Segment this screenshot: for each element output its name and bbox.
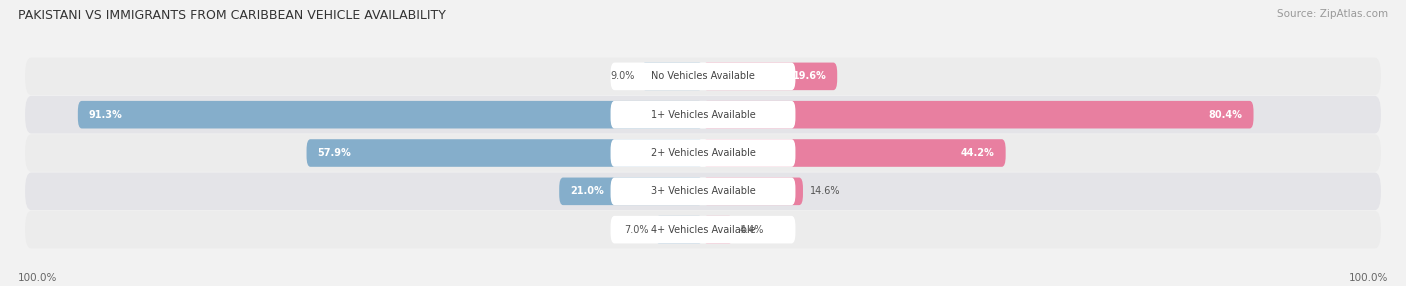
Text: 3+ Vehicles Available: 3+ Vehicles Available	[651, 186, 755, 196]
Text: No Vehicles Available: No Vehicles Available	[651, 72, 755, 81]
FancyBboxPatch shape	[703, 63, 837, 90]
FancyBboxPatch shape	[77, 101, 703, 128]
FancyBboxPatch shape	[703, 216, 733, 243]
Text: 14.6%: 14.6%	[810, 186, 841, 196]
Text: 2+ Vehicles Available: 2+ Vehicles Available	[651, 148, 755, 158]
FancyBboxPatch shape	[25, 172, 1381, 210]
Text: 100.0%: 100.0%	[18, 273, 58, 283]
FancyBboxPatch shape	[655, 216, 703, 243]
FancyBboxPatch shape	[703, 101, 1254, 128]
Text: 80.4%: 80.4%	[1209, 110, 1243, 120]
FancyBboxPatch shape	[25, 57, 1381, 95]
Text: 9.0%: 9.0%	[610, 72, 634, 81]
Text: 19.6%: 19.6%	[793, 72, 827, 81]
FancyBboxPatch shape	[610, 101, 796, 128]
FancyBboxPatch shape	[25, 96, 1381, 134]
Text: 4+ Vehicles Available: 4+ Vehicles Available	[651, 225, 755, 235]
FancyBboxPatch shape	[610, 178, 796, 205]
Text: Source: ZipAtlas.com: Source: ZipAtlas.com	[1277, 9, 1388, 19]
Text: 57.9%: 57.9%	[318, 148, 352, 158]
Text: 1+ Vehicles Available: 1+ Vehicles Available	[651, 110, 755, 120]
FancyBboxPatch shape	[703, 139, 1005, 167]
FancyBboxPatch shape	[641, 63, 703, 90]
FancyBboxPatch shape	[307, 139, 703, 167]
Text: 21.0%: 21.0%	[571, 186, 605, 196]
FancyBboxPatch shape	[703, 178, 803, 205]
Text: PAKISTANI VS IMMIGRANTS FROM CARIBBEAN VEHICLE AVAILABILITY: PAKISTANI VS IMMIGRANTS FROM CARIBBEAN V…	[18, 9, 446, 21]
FancyBboxPatch shape	[610, 63, 796, 90]
FancyBboxPatch shape	[610, 139, 796, 167]
FancyBboxPatch shape	[560, 178, 703, 205]
FancyBboxPatch shape	[25, 134, 1381, 172]
Text: 100.0%: 100.0%	[1348, 273, 1388, 283]
Text: 44.2%: 44.2%	[960, 148, 994, 158]
Text: 91.3%: 91.3%	[89, 110, 122, 120]
Text: 7.0%: 7.0%	[624, 225, 648, 235]
Text: 4.4%: 4.4%	[740, 225, 765, 235]
FancyBboxPatch shape	[610, 216, 796, 243]
FancyBboxPatch shape	[25, 211, 1381, 249]
